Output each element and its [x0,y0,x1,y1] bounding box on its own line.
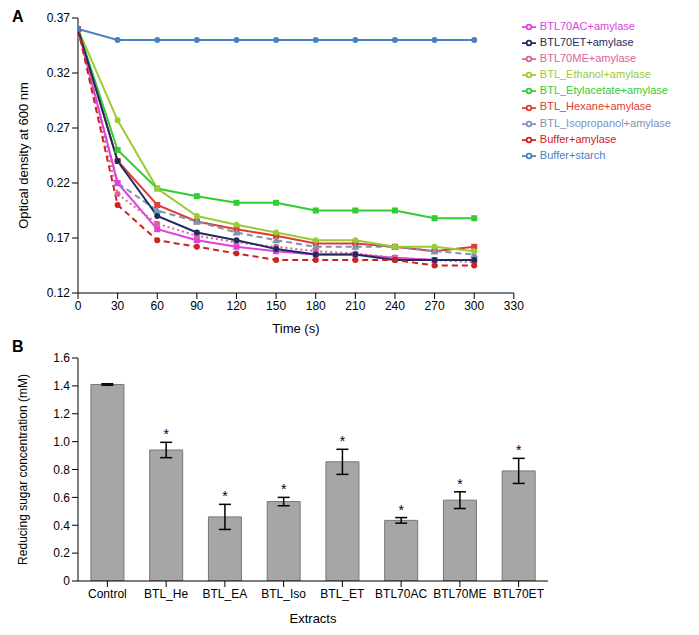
html-text:A: A [12,8,24,25]
html-text:BTL70ME+amylase: BTL70ME+amylase [539,52,637,65]
html-text:BTL70ET+amylase: BTL70ET+amylase [539,36,634,49]
svg-text:180: 180 [306,299,326,313]
svg-text:BTL_He: BTL_He [144,587,188,601]
html-text:Buffer+amylase: Buffer+amylase [539,132,617,145]
html-text:BTL_Etylacetate+amylase: BTL_Etylacetate+amylase [539,84,668,97]
svg-text:0.8: 0.8 [53,463,70,477]
svg-text:Optical density at 600 nm: Optical density at 600 nm [16,82,31,229]
svg-text:0.22: 0.22 [47,176,71,190]
svg-text:*: * [281,481,287,497]
svg-text:Extracts: Extracts [290,611,337,626]
svg-text:Time (s): Time (s) [272,321,319,336]
svg-text:1.2: 1.2 [53,407,70,421]
svg-text:60: 60 [151,299,165,313]
svg-text:240: 240 [385,299,405,313]
svg-text:Control: Control [88,587,127,601]
svg-text:0.27: 0.27 [47,121,71,135]
svg-text:0.2: 0.2 [53,546,70,560]
svg-text:0: 0 [63,574,70,588]
svg-text:150: 150 [266,299,286,313]
html-text:Buffer+starch: Buffer+starch [539,148,606,161]
svg-text:210: 210 [345,299,365,313]
svg-text:BTL_EA: BTL_EA [203,587,248,601]
svg-text:BTL70ME: BTL70ME [433,587,486,601]
svg-text:0.12: 0.12 [47,286,71,300]
html-text:B: B [12,338,24,355]
html-text:BTL_Isopropanol+amylase: BTL_Isopropanol+amylase [539,116,671,129]
svg-text:Reducing sugar concentration (: Reducing sugar concentration (mM) [16,374,30,565]
svg-text:*: * [163,426,169,442]
svg-text:*: * [516,442,522,458]
html-text:BTL_Ethanol+amylase: BTL_Ethanol+amylase [539,68,651,81]
svg-text:*: * [457,476,463,492]
svg-text:330: 330 [504,299,524,313]
html-text:BTL_Hexane+amylase: BTL_Hexane+amylase [539,100,652,113]
svg-text:300: 300 [464,299,484,313]
html-text:BTL70AC+amylase: BTL70AC+amylase [539,20,635,32]
svg-text:1.0: 1.0 [53,435,70,449]
svg-text:BTL70AC: BTL70AC [375,587,427,601]
svg-text:1.4: 1.4 [53,379,70,393]
svg-text:0.4: 0.4 [53,519,70,533]
svg-text:0.37: 0.37 [47,11,71,25]
svg-text:270: 270 [425,299,445,313]
svg-text:1.6: 1.6 [53,351,70,365]
svg-text:*: * [222,488,228,504]
svg-text:*: * [398,502,404,518]
svg-text:120: 120 [226,299,246,313]
svg-text:0.32: 0.32 [47,66,71,80]
svg-text:BTL70ET: BTL70ET [493,587,544,601]
svg-text:0.17: 0.17 [47,231,71,245]
svg-text:90: 90 [190,299,204,313]
svg-text:0: 0 [75,299,82,313]
svg-text:BTL_ET: BTL_ET [320,587,365,601]
svg-text:30: 30 [111,299,125,313]
svg-text:BTL_Iso: BTL_Iso [261,587,306,601]
svg-text:0.6: 0.6 [53,491,70,505]
svg-text:*: * [340,433,346,449]
